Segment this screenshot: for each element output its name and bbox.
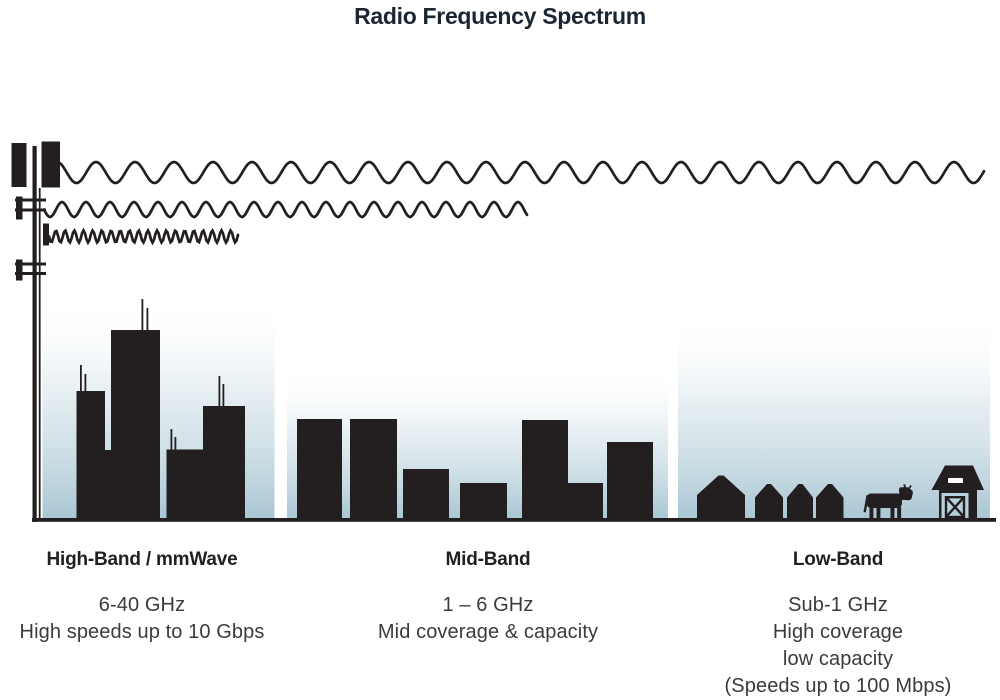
low-band-label: Low-Band Sub-1 GHz High coverage low cap… [693, 549, 983, 700]
house-icon [816, 484, 844, 519]
low-band-frequency: Sub-1 GHz [788, 594, 888, 616]
cow-icon [863, 484, 913, 518]
mid-band-skyline [297, 419, 653, 519]
house-icon [697, 475, 745, 519]
mid-band-description: Mid coverage & capacity [377, 621, 599, 643]
low-band-speed: (Speeds up to 100 Mbps) [724, 675, 952, 697]
low-band-heading: Low-Band [792, 549, 884, 570]
house-icon [755, 484, 783, 519]
radio-waves [42, 160, 986, 246]
high-band-label: High-Band / mmWave 6-40 GHz High speeds … [0, 549, 287, 646]
high-band-description: High speeds up to 10 Gbps [19, 621, 265, 643]
mid-band-heading: Mid-Band [445, 549, 531, 570]
mid-band-label: Mid-Band 1 – 6 GHz Mid coverage & capaci… [343, 549, 633, 646]
low-band-scene [697, 465, 984, 519]
ground-line [32, 518, 996, 522]
barn-icon [931, 465, 984, 519]
high-band-skyline [76, 299, 245, 520]
house-icon [787, 484, 813, 519]
barn-vent [948, 478, 963, 483]
mid-band-frequency: 1 – 6 GHz [442, 594, 534, 616]
high-band-frequency: 6-40 GHz [98, 594, 186, 616]
high-band-wave [47, 227, 240, 246]
high-band-heading: High-Band / mmWave [46, 549, 238, 570]
low-band-description: High coverage [772, 621, 904, 643]
low-band-description: low capacity [782, 648, 894, 670]
low-band-wave [55, 160, 986, 185]
page-title: Radio Frequency Spectrum [354, 3, 646, 29]
mid-band-wave [42, 200, 529, 219]
cell-tower-icon [11, 141, 60, 522]
